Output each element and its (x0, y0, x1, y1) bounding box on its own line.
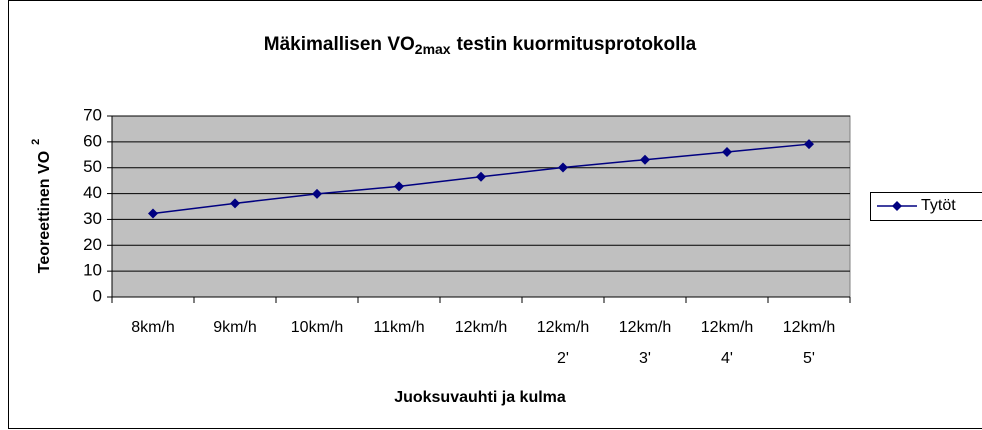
y-tick-label: 40 (83, 183, 102, 202)
x-tick-label: 12km/h (537, 319, 589, 336)
data-point (722, 146, 732, 157)
x-tick-label: 10km/h (291, 319, 343, 336)
data-point (230, 198, 240, 209)
y-axis-label: Teoreettinen VO2 (30, 139, 53, 274)
data-point (640, 154, 650, 165)
x-tick-label: 3' (639, 350, 651, 367)
x-tick-label: 2' (557, 350, 569, 367)
y-tick-label: 30 (83, 209, 102, 228)
legend-label: Tytöt (921, 197, 956, 214)
y-tick-label: 70 (83, 105, 102, 124)
legend-marker (892, 201, 902, 211)
chart-title: Mäkimallisen VO2max testin kuormitusproto… (264, 34, 697, 57)
data-point (312, 188, 322, 199)
x-tick-label: 5' (803, 350, 815, 367)
y-tick-label: 20 (83, 235, 102, 254)
x-tick-label: 12km/h (701, 319, 753, 336)
x-tick-label: 11km/h (373, 319, 424, 336)
x-tick-label: 4' (721, 350, 733, 367)
data-point (148, 208, 158, 219)
data-point (476, 171, 486, 182)
plot-area (111, 115, 851, 298)
data-point (394, 181, 404, 192)
y-tick-label: 60 (83, 131, 102, 150)
y-tick-label: 0 (93, 286, 102, 305)
x-tick-label: 8km/h (131, 319, 175, 336)
y-tick-label: 50 (83, 157, 102, 176)
x-tick-label: 12km/h (619, 319, 671, 336)
x-tick-label: 12km/h (455, 319, 507, 336)
y-tick-label: 10 (83, 261, 102, 280)
x-tick-label: 12km/h (783, 319, 835, 336)
x-axis-label: Juoksuvauhti ja kulma (394, 389, 566, 406)
data-point (558, 162, 568, 173)
data-point (804, 139, 814, 150)
x-tick-label: 9km/h (213, 319, 257, 336)
